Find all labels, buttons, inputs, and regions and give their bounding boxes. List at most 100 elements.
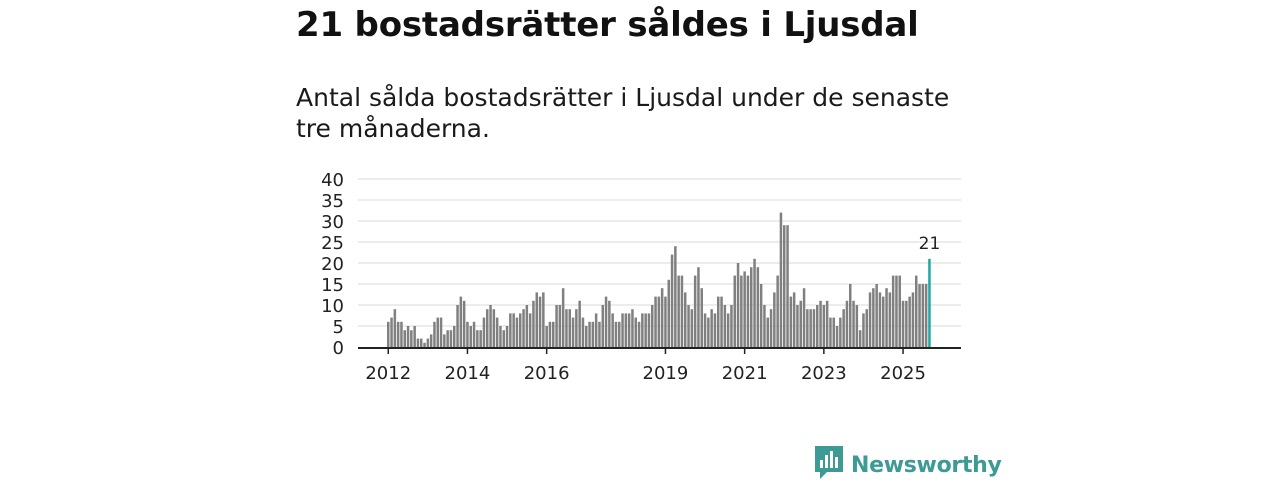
y-tick-label: 15 [321,275,344,296]
x-tick-label: 2023 [801,363,847,384]
bar [753,258,756,347]
bar [651,305,654,347]
bar [835,326,839,347]
bar [410,330,413,347]
bar [591,321,595,347]
bar [548,321,552,347]
bar [756,267,760,347]
bar [865,309,868,347]
bar [720,296,723,347]
bar [789,296,793,347]
bar [594,313,598,347]
bar [449,330,453,347]
brand-logo[interactable]: Newsworthy [815,446,1002,484]
bar [842,309,845,347]
bar [796,305,799,347]
bar [535,292,538,347]
x-axis-ticks: 2012 2014 2016 2019 2021 2023 2025 [365,348,926,384]
bar [776,275,779,347]
bar [802,288,806,347]
y-tick-label: 40 [321,170,344,191]
bar [822,305,826,347]
bar [555,305,558,347]
bar [819,300,822,347]
bar [839,317,842,347]
bar [552,321,555,347]
bar [416,338,420,347]
chart-subtitle: Antal sålda bostadsrätter i Ljusdal unde… [296,83,950,143]
bar [578,300,581,347]
bar [479,330,482,347]
bar [888,292,892,347]
bar [812,309,816,347]
x-tick-label: 2016 [524,363,570,384]
bar [723,305,727,347]
bar [472,321,476,347]
x-tick-label: 2012 [365,363,411,384]
bar [710,309,713,347]
bar [571,317,575,347]
bar [522,309,525,347]
bar [647,313,651,347]
bar [585,326,588,347]
bar [855,305,859,347]
bar [670,254,674,347]
bar [512,313,515,347]
bar [502,330,505,347]
bar [403,330,406,347]
bar [598,321,601,347]
bar [641,313,644,347]
bar [693,275,697,347]
bar [875,284,878,347]
bar [657,296,661,347]
bar [858,330,862,347]
y-tick-label: 5 [333,317,344,338]
bar [743,271,746,347]
bar [703,313,707,347]
bar [849,284,852,347]
bars [387,212,931,347]
bar [644,313,647,347]
bar [423,342,426,347]
bar [773,292,776,347]
bar [654,296,657,347]
bar-highlighted [928,258,931,347]
bar [736,263,740,347]
y-tick-label: 10 [321,296,344,317]
bar [575,309,578,347]
bar [499,326,502,347]
bar [509,313,512,347]
bar [558,305,562,347]
bar [482,317,486,347]
bar [420,338,423,347]
bar [872,288,875,347]
bar [476,330,479,347]
bar [426,338,430,347]
bar [565,309,568,347]
bar [895,275,898,347]
bar [832,317,835,347]
bar [505,326,509,347]
bar [862,313,865,347]
bar [726,313,730,347]
bar [759,284,763,347]
bar [730,305,733,347]
bar [637,321,641,347]
bar [459,296,463,347]
bar [783,225,786,347]
bar [766,317,769,347]
bar [891,275,895,347]
bar [581,317,585,347]
bar [627,313,631,347]
bar [443,334,446,347]
bar [568,309,571,347]
x-tick-label: 2021 [722,363,768,384]
y-tick-label: 0 [333,338,344,359]
y-tick-label: 25 [321,233,344,254]
bar [924,284,928,347]
bar [469,326,472,347]
bar [680,275,684,347]
bar [799,300,802,347]
bar [618,321,621,347]
bar [634,317,637,347]
